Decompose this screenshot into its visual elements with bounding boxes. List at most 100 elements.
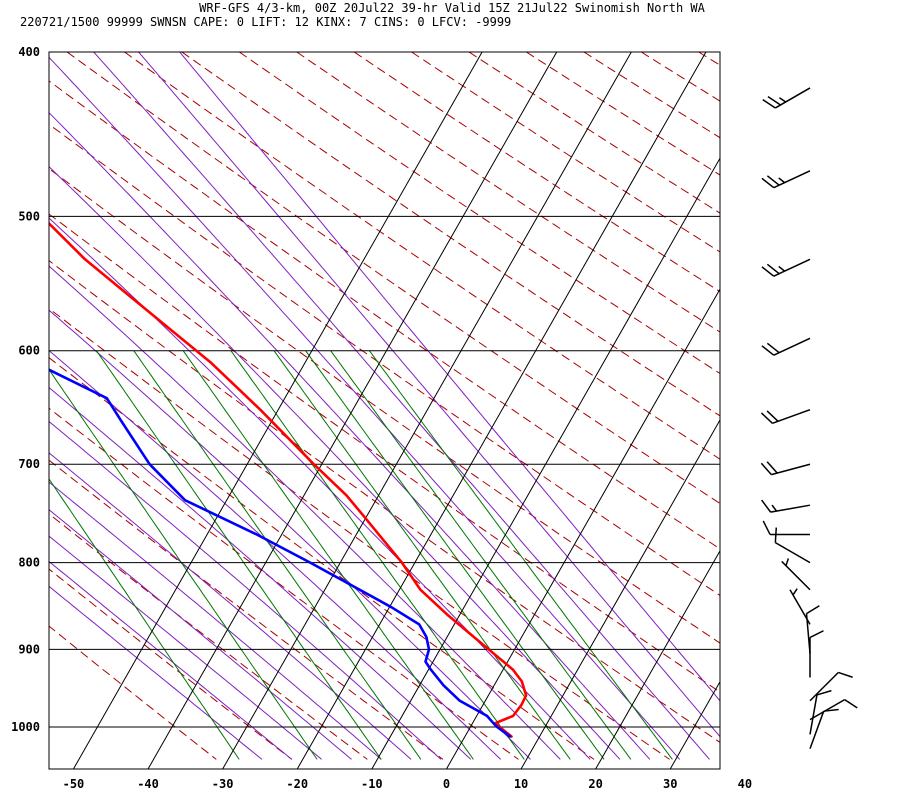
dry-adiabat-line [49, 260, 720, 744]
dry-adiabat-line [49, 307, 670, 760]
dry-adiabat-line [49, 213, 720, 693]
dewpoint-trace [49, 368, 512, 738]
wind-barb-feather [767, 95, 781, 106]
chart-header-line1: WRF-GFS 4/3-km, 00Z 20Jul22 39-hr Valid … [199, 1, 705, 15]
wind-barb-feather [762, 520, 771, 535]
dry-adiabat-line [468, 52, 720, 214]
moist-adiabat-line [49, 452, 412, 760]
wind-barb [761, 170, 811, 189]
wind-barb-feather [761, 499, 772, 513]
x-tick-label: -10 [361, 777, 383, 791]
wind-barb-staff [773, 170, 811, 189]
x-tick-label: 0 [443, 777, 450, 791]
wind-barb-feather [762, 98, 776, 109]
wind-barb-staff [809, 698, 846, 721]
wind-barb-staff [774, 87, 811, 109]
moist-adiabat-line [49, 585, 263, 760]
y-tick-label: 800 [18, 556, 40, 570]
y-tick-label: 900 [18, 642, 40, 656]
wind-barb-feather [774, 527, 778, 543]
wind-barb [809, 689, 832, 735]
wind-barb-feather [806, 605, 820, 615]
moist-adiabat-line [49, 508, 352, 760]
y-tick-label: 1000 [11, 720, 40, 734]
wind-barb-half-feather [771, 504, 778, 512]
moist-adiabat-line [179, 52, 720, 702]
wind-barb-half-feather [785, 558, 790, 566]
wind-barb [781, 558, 811, 591]
moist-adiabat-line [49, 217, 591, 760]
mixing-ratio-line [49, 368, 318, 760]
temperature-trace [49, 221, 528, 738]
wind-barb-feather [761, 177, 775, 189]
wind-barb-feather [766, 342, 780, 354]
isotherm-grid-line [73, 51, 483, 770]
moist-adiabat-line [49, 56, 681, 760]
y-tick-label: 400 [18, 45, 40, 59]
dry-adiabat-line [583, 52, 720, 139]
moist-adiabat-line [49, 111, 651, 760]
dry-adiabat-line [756, 52, 900, 759]
moist-adiabat-line [93, 52, 710, 760]
wind-barb [805, 605, 820, 654]
mixing-ratio-line [49, 478, 240, 760]
moist-adiabat-line [49, 265, 561, 760]
wind-barb [809, 698, 858, 721]
moist-adiabat-line [49, 535, 322, 760]
wind-barb-feather [761, 266, 775, 277]
moist-adiabat-line [49, 560, 293, 760]
wind-barb-feather [761, 345, 775, 356]
axis-tick-labels: -50 -40 -30 -20 -10 0 10 20 30 40 400 500 600 700 800 9… [11, 45, 752, 791]
sounding-traces [49, 221, 528, 738]
x-tick-label: -30 [212, 777, 234, 791]
wind-barb-feather [766, 461, 778, 474]
y-tick-label: 600 [18, 344, 40, 358]
wind-barb-staff [774, 541, 811, 564]
x-tick-label: -20 [286, 777, 308, 791]
dry-adiabat-line [296, 52, 720, 333]
y-tick-label: 500 [18, 209, 40, 223]
chart-header-line2: 220721/1500 99999 SWNSN CAPE: 0 LIFT: 12… [20, 15, 511, 29]
wind-barb [809, 630, 824, 678]
wind-barb-half-feather [779, 97, 787, 103]
mixing-ratio-line [273, 350, 571, 760]
dry-adiabat-line [411, 52, 720, 253]
moist-adiabat-line [138, 52, 720, 738]
plot-frame [48, 51, 721, 770]
dry-adiabat-line [698, 52, 720, 66]
wind-barb [809, 671, 853, 702]
wind-barb-staff [809, 694, 818, 735]
mixing-ratio-line [305, 350, 605, 760]
wind-barb-staff [772, 408, 811, 425]
dry-adiabat-line [49, 513, 368, 760]
wind-barb-staff [773, 337, 811, 356]
dry-adiabat-line [353, 52, 720, 293]
dry-adiabat-line [526, 52, 720, 176]
wind-barb-feather [809, 630, 824, 639]
dry-adiabat-line [49, 625, 217, 760]
wind-barb [760, 461, 811, 476]
dry-adiabat-line [49, 459, 444, 760]
isotherm-grid-line [222, 51, 632, 770]
wind-barb-staff [809, 671, 839, 702]
x-tick-label: 30 [663, 777, 677, 791]
moist-adiabat-line [49, 165, 621, 760]
wind-barb-staff [773, 258, 811, 277]
dry-adiabat-line [49, 123, 720, 597]
x-tick-label: 40 [738, 777, 752, 791]
wind-barb-feather [838, 671, 853, 678]
wind-barb [762, 520, 810, 536]
x-tick-label: 20 [588, 777, 602, 791]
isotherm-grid-line [446, 288, 721, 770]
dry-adiabat-line [49, 568, 293, 760]
moist-adiabat-line [49, 386, 472, 760]
dry-adiabat-line [49, 357, 595, 760]
wind-barb-feather [766, 263, 780, 275]
dry-adiabat-line [239, 52, 720, 375]
wind-barb-feather [766, 175, 780, 186]
wind-barb [762, 87, 811, 109]
moist-adiabat-line [49, 349, 502, 760]
wind-barbs [760, 87, 858, 750]
isotherm-grid-line [669, 681, 721, 770]
